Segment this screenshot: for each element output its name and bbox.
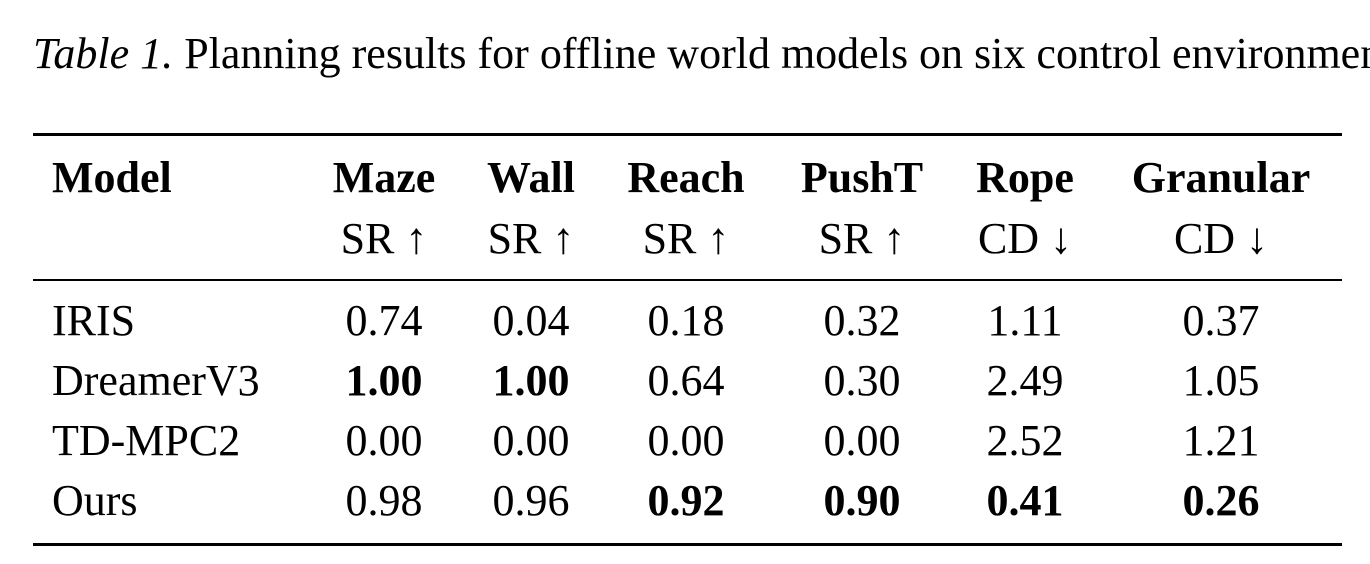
- metric-pusht: SR ↑: [818, 214, 906, 263]
- header-pusht: PushT: [800, 153, 924, 202]
- cell-ours-maze: 0.98: [345, 476, 423, 525]
- cell-tdmpc2-granular: 1.21: [1182, 416, 1260, 465]
- caption-label: Table 1.: [33, 29, 174, 78]
- top-rule: [33, 133, 1342, 136]
- metric-reach: SR ↑: [642, 214, 730, 263]
- cell-tdmpc2-rope: 2.52: [986, 416, 1064, 465]
- header-maze: Maze: [332, 153, 436, 202]
- cell-tdmpc2-maze: 0.00: [345, 416, 423, 465]
- cell-ours-granular: 0.26: [1182, 476, 1260, 525]
- metric-rope: CD ↓: [977, 214, 1073, 263]
- cell-dreamerv3-reach: 0.64: [647, 356, 725, 405]
- cell-iris-wall: 0.04: [492, 296, 570, 345]
- cell-ours-rope: 0.41: [986, 476, 1064, 525]
- metric-granular: CD ↓: [1173, 214, 1269, 263]
- cell-iris-granular: 0.37: [1182, 296, 1260, 345]
- cell-dreamerv3-pusht: 0.30: [823, 356, 901, 405]
- header-wall: Wall: [486, 153, 576, 202]
- caption-text: Planning results for offline world model…: [173, 29, 1370, 78]
- row-model-dreamerv3: DreamerV3: [52, 356, 260, 405]
- cell-ours-pusht: 0.90: [823, 476, 901, 525]
- table-caption: Table 1. Planning results for offline wo…: [33, 24, 1370, 84]
- header-reach: Reach: [627, 153, 745, 202]
- cell-iris-pusht: 0.32: [823, 296, 901, 345]
- cell-iris-rope: 1.11: [987, 296, 1063, 345]
- header-model: Model: [52, 153, 172, 202]
- row-model-tdmpc2: TD-MPC2: [52, 416, 241, 465]
- header-granular: Granular: [1131, 153, 1311, 202]
- cell-iris-reach: 0.18: [647, 296, 725, 345]
- metric-wall: SR ↑: [487, 214, 575, 263]
- cell-dreamerv3-wall: 1.00: [492, 356, 570, 405]
- cell-ours-wall: 0.96: [492, 476, 570, 525]
- bottom-rule: [33, 543, 1342, 546]
- header-rope: Rope: [976, 153, 1074, 202]
- cell-dreamerv3-maze: 1.00: [345, 356, 423, 405]
- cell-tdmpc2-reach: 0.00: [647, 416, 725, 465]
- cell-tdmpc2-wall: 0.00: [492, 416, 570, 465]
- metric-maze: SR ↑: [340, 214, 428, 263]
- cell-ours-reach: 0.92: [647, 476, 725, 525]
- row-model-ours: Ours: [52, 476, 138, 525]
- cell-dreamerv3-rope: 2.49: [986, 356, 1064, 405]
- row-model-iris: IRIS: [52, 296, 136, 345]
- cell-dreamerv3-granular: 1.05: [1182, 356, 1260, 405]
- cell-tdmpc2-pusht: 0.00: [823, 416, 901, 465]
- header-rule: [33, 279, 1342, 281]
- cell-iris-maze: 0.74: [345, 296, 423, 345]
